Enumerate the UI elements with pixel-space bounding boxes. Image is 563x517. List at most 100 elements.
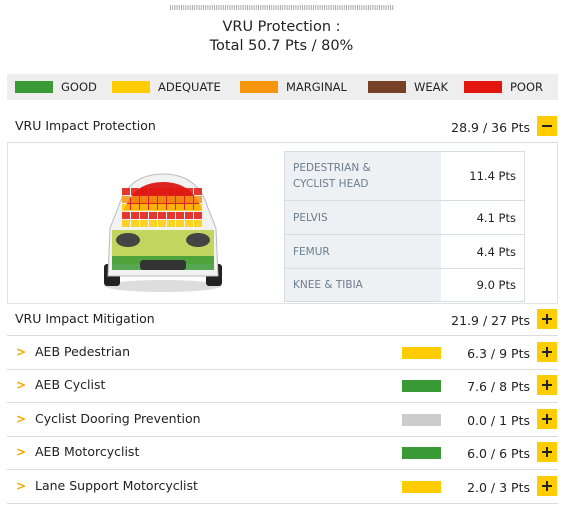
row-label: AEB Pedestrian: [35, 344, 131, 359]
legend-label: ADEQUATE: [158, 80, 221, 94]
expand-button[interactable]: [537, 408, 557, 429]
impact-cell: [176, 196, 184, 203]
legend-swatch: [240, 81, 278, 93]
legend-swatch: [464, 81, 502, 93]
impact-cell: [140, 188, 148, 195]
impact-cell: [176, 212, 184, 219]
impact-cell: [149, 188, 157, 195]
row-label-cell: PELVIS: [285, 201, 441, 234]
impact-cell: [194, 204, 202, 211]
table-row: KNEE & TIBIA 9.0 Pts: [285, 269, 524, 301]
rating-bar: [402, 480, 441, 493]
expand-button[interactable]: [537, 442, 557, 463]
impact-cell: [131, 196, 139, 203]
impact-cell: [167, 188, 175, 195]
table-row: FEMUR 4.4 Pts: [285, 235, 524, 269]
rating-bar: [402, 447, 441, 460]
impact-cell: [176, 204, 184, 211]
expand-button[interactable]: [537, 342, 557, 362]
table-row: PEDESTRIAN & CYCLIST HEAD 11.4 Pts: [285, 152, 524, 201]
impact-cell: [185, 188, 193, 195]
impact-cell: [149, 196, 157, 203]
impact-cell: [167, 196, 175, 203]
impact-cell: [158, 188, 166, 195]
section-score: 28.9 / 36 Pts: [451, 120, 530, 135]
rating-bar: [402, 347, 441, 359]
title: VRU Protection :: [222, 19, 341, 35]
legend-swatch: [15, 81, 53, 93]
expand-button[interactable]: [537, 375, 557, 396]
row-label: FEMUR: [293, 245, 330, 258]
mitigation-row: > AEB Cyclist 7.6 / 8 Pts: [7, 369, 558, 404]
expand-button[interactable]: [537, 475, 557, 496]
protection-table: PEDESTRIAN & CYCLIST HEAD 11.4 Pts PELVIS 4…: [284, 151, 525, 302]
row-label-cell: FEMUR: [285, 235, 441, 268]
section-header: VRU Impact Mitigation 21.9 / 27 Pts: [7, 304, 558, 336]
impact-cell: [194, 188, 202, 195]
row-value: 9.0 Pts: [476, 278, 516, 292]
impact-cell: [185, 204, 193, 211]
expand-button[interactable]: [537, 309, 557, 329]
legend-label: GOOD: [61, 80, 97, 94]
impact-cell: [149, 212, 157, 219]
impact-cell: [122, 188, 130, 195]
mitigation-row: > Cyclist Dooring Prevention 0.0 / 1 Pts: [7, 403, 558, 437]
impact-cell: [149, 220, 157, 227]
impact-cell: [122, 196, 130, 203]
collapse-button[interactable]: [537, 116, 557, 136]
impact-cell: [167, 212, 175, 219]
row-value: 11.4 Pts: [469, 169, 516, 183]
rating-bar: [402, 380, 441, 393]
impact-cell: [131, 212, 139, 219]
impact-cell: [131, 220, 139, 227]
impact-cell: [194, 220, 202, 227]
impact-cell: [149, 204, 157, 211]
row-value: 4.4 Pts: [476, 244, 516, 259]
row-score: 0.0 / 1 Pts: [467, 412, 530, 428]
legend-label: WEAK: [414, 80, 449, 94]
protection-panel: [7, 143, 558, 304]
row-label: Cyclist Dooring Prevention: [35, 410, 201, 426]
impact-cell: [140, 204, 148, 211]
impact-cell: [158, 204, 166, 211]
impact-cell: [176, 188, 184, 195]
section-score: 21.9 / 27 Pts: [451, 313, 530, 328]
mitigation-row: > Lane Support Motorcyclist 2.0 / 3 Pts: [7, 470, 558, 504]
impact-cell: [122, 212, 130, 219]
decor-strip: [170, 4, 394, 11]
impact-cell: [140, 196, 148, 203]
impact-cell: [158, 220, 166, 227]
chevron: >: [16, 378, 27, 393]
row-value: 4.1 Pts: [476, 210, 516, 225]
section-title: VRU Impact Protection: [15, 118, 156, 133]
row-label: AEB Cyclist: [35, 377, 106, 393]
car-image: [104, 173, 222, 292]
legend-label: MARGINAL: [286, 80, 347, 94]
chevron: >: [16, 345, 27, 359]
impact-cell: [185, 196, 193, 203]
row-score: 7.6 / 8 Pts: [467, 379, 530, 395]
impact-cell: [176, 220, 184, 227]
row-label: Lane Support Motorcyclist: [35, 477, 198, 493]
chevron: >: [16, 478, 27, 493]
rating-bar: [402, 413, 441, 426]
impact-cell: [140, 212, 148, 219]
row-label-cell: KNEE & TIBIA: [285, 269, 441, 301]
row-label-cell: PEDESTRIAN & CYCLIST HEAD: [285, 152, 441, 200]
impact-cell: [167, 220, 175, 227]
impact-cell: [131, 204, 139, 211]
total: Total 50.7 Pts / 80%: [209, 38, 354, 54]
row-label: PEDESTRIAN & CYCLIST HEAD: [293, 162, 371, 190]
legend-swatch: [368, 81, 406, 93]
table-row: PELVIS 4.1 Pts: [285, 201, 524, 235]
row-label: AEB Motorcyclist: [35, 444, 140, 460]
row-score: 6.0 / 6 Pts: [467, 446, 530, 462]
impact-cell: [194, 196, 202, 203]
impact-cell: [122, 220, 130, 227]
row-score: 2.0 / 3 Pts: [467, 479, 530, 495]
chevron: >: [16, 411, 27, 426]
row-score: 6.3 / 9 Pts: [467, 346, 530, 361]
impact-cell: [140, 220, 148, 227]
impact-cell: [131, 188, 139, 195]
